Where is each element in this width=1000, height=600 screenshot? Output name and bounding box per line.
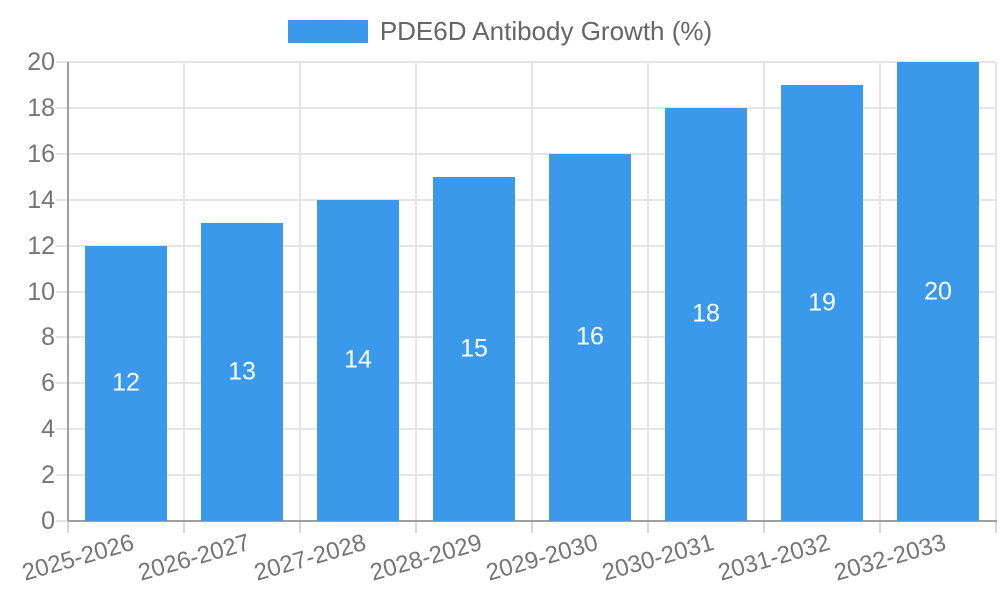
- legend-swatch: [287, 19, 368, 43]
- x-axis-tick: [67, 521, 69, 533]
- bar-value-label: 18: [692, 299, 720, 328]
- x-tick-label: 2025-2026: [19, 529, 138, 587]
- y-tick-label: 8: [41, 323, 55, 352]
- gridline-vertical: [763, 62, 765, 521]
- x-tick-label: 2031-2032: [715, 529, 834, 587]
- x-tick-label: 2028-2029: [367, 529, 486, 587]
- y-axis-tick: [56, 520, 68, 522]
- y-tick-label: 18: [27, 93, 55, 122]
- gridline-horizontal: [56, 152, 996, 155]
- bar-value-label: 19: [808, 288, 836, 317]
- bar-value-label: 14: [344, 345, 372, 374]
- gridline-horizontal: [56, 106, 996, 109]
- y-tick-label: 20: [27, 48, 55, 76]
- y-tick-label: 0: [41, 507, 55, 535]
- gridline-vertical: [299, 62, 301, 521]
- gridline-horizontal: [56, 382, 996, 385]
- x-tick-label: 2026-2027: [135, 529, 254, 587]
- gridline-horizontal: [56, 290, 996, 293]
- x-tick-label: 2032-2033: [831, 529, 950, 587]
- bar-value-label: 16: [576, 322, 604, 351]
- x-tick-label: 2030-2031: [599, 529, 718, 587]
- gridline-horizontal: [56, 244, 996, 247]
- x-axis-tick: [183, 521, 185, 533]
- bar-2027-2028[interactable]: [317, 199, 399, 521]
- gridline-vertical: [183, 62, 185, 521]
- gridline-horizontal: [56, 428, 996, 431]
- legend[interactable]: PDE6D Antibody Growth (%): [0, 17, 1000, 45]
- x-axis-tick: [647, 521, 649, 533]
- bar-2030-2031[interactable]: [665, 107, 747, 521]
- x-axis-tick: [299, 521, 301, 533]
- y-tick-label: 12: [27, 231, 55, 260]
- y-tick-label: 16: [27, 139, 55, 168]
- y-tick-label: 10: [27, 277, 55, 306]
- bar-value-label: 20: [924, 277, 952, 305]
- y-axis-line: [67, 62, 69, 521]
- x-tick-label: 2029-2030: [483, 529, 602, 587]
- bar-value-label: 13: [228, 357, 256, 386]
- gridline-vertical: [995, 62, 997, 521]
- gridline-vertical: [531, 62, 533, 521]
- bar-2025-2026[interactable]: [85, 245, 167, 521]
- y-tick-label: 14: [27, 185, 55, 214]
- bar-value-label: 12: [112, 368, 140, 397]
- y-tick-label: 6: [41, 369, 55, 398]
- gridline-vertical: [647, 62, 649, 521]
- x-axis-tick: [531, 521, 533, 533]
- gridline-horizontal: [56, 198, 996, 201]
- bar-2028-2029[interactable]: [433, 176, 515, 521]
- bar-2032-2033[interactable]: [897, 62, 979, 521]
- bar-2026-2027[interactable]: [201, 222, 283, 521]
- gridline-vertical: [879, 62, 881, 521]
- gridline-vertical: [415, 62, 417, 521]
- y-tick-label: 4: [41, 415, 55, 444]
- bar-value-label: 15: [460, 334, 488, 363]
- x-axis-tick: [995, 521, 997, 533]
- gridline-horizontal: [56, 336, 996, 339]
- gridline-horizontal: [56, 61, 996, 63]
- bar-2029-2030[interactable]: [549, 153, 631, 521]
- legend-label: PDE6D Antibody Growth (%): [379, 16, 713, 46]
- x-axis-tick: [415, 521, 417, 533]
- x-axis-tick: [763, 521, 765, 533]
- x-tick-label: 2027-2028: [251, 529, 370, 587]
- x-axis-line: [68, 520, 997, 522]
- bar-2031-2032[interactable]: [781, 84, 863, 521]
- x-axis-tick: [879, 521, 881, 533]
- y-tick-label: 2: [41, 461, 55, 490]
- gridline-horizontal: [56, 474, 996, 477]
